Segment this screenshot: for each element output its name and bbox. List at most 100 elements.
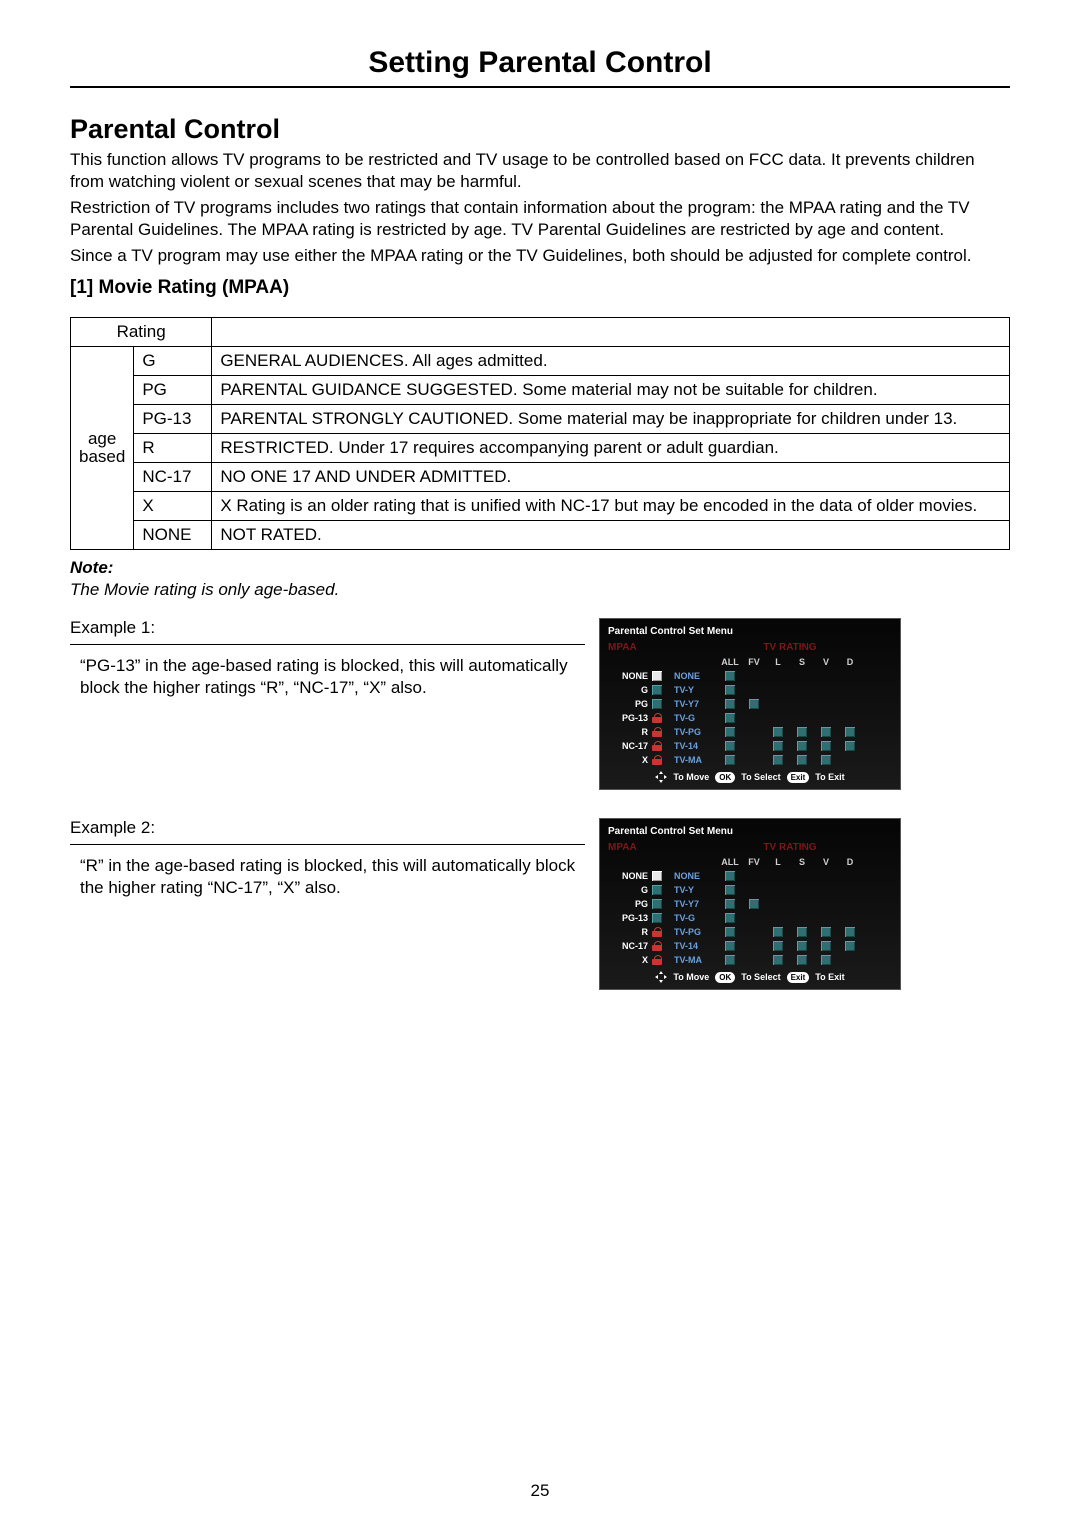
- tv-checkbox: [797, 685, 807, 695]
- tv-row-label: TV-Y7: [672, 699, 718, 709]
- tv-checkbox[interactable]: [797, 741, 807, 751]
- tv-checkbox[interactable]: [749, 899, 759, 909]
- table-row: Rating: [71, 318, 1010, 347]
- tv-checkbox[interactable]: [797, 755, 807, 765]
- tv-col-label: V: [814, 657, 838, 667]
- mpaa-checkbox[interactable]: [652, 913, 662, 923]
- lock-icon: [652, 713, 662, 723]
- tv-checkbox[interactable]: [725, 671, 735, 681]
- footer-text: To Move: [673, 972, 709, 982]
- rating-code: X: [134, 492, 212, 521]
- rating-desc: NO ONE 17 AND UNDER ADMITTED.: [212, 463, 1010, 492]
- mpaa-checkbox[interactable]: [652, 699, 662, 709]
- footer-text: To Select: [741, 772, 780, 782]
- example-divider: [70, 844, 585, 845]
- tv-checkbox[interactable]: [797, 955, 807, 965]
- tv-checkbox: [845, 899, 855, 909]
- tv-row-label: NONE: [672, 871, 718, 881]
- mpaa-checkbox[interactable]: [652, 685, 662, 695]
- tv-checkbox[interactable]: [725, 927, 735, 937]
- tv-col-label: ALL: [718, 857, 742, 867]
- nav-arrows-icon: [655, 771, 667, 783]
- mpaa-checkbox[interactable]: [652, 671, 662, 681]
- tv-checkbox[interactable]: [821, 955, 831, 965]
- tv-rating-header: TV RATING: [718, 842, 862, 853]
- tv-checkbox[interactable]: [797, 927, 807, 937]
- tv-checkbox[interactable]: [725, 913, 735, 923]
- tv-rating-header: TV RATING: [718, 642, 862, 653]
- tv-checkbox[interactable]: [821, 755, 831, 765]
- lock-icon: [652, 755, 662, 765]
- rating-code: NONE: [134, 521, 212, 550]
- osd-title: Parental Control Set Menu: [608, 626, 892, 637]
- tv-checkbox[interactable]: [725, 871, 735, 881]
- tv-checkbox[interactable]: [821, 927, 831, 937]
- blank-header: [212, 318, 1010, 347]
- page-number: 25: [0, 1481, 1080, 1501]
- rating-desc: PARENTAL GUIDANCE SUGGESTED. Some materi…: [212, 376, 1010, 405]
- tv-checkbox[interactable]: [797, 941, 807, 951]
- rating-code: G: [134, 347, 212, 376]
- tv-checkbox: [797, 713, 807, 723]
- tv-checkbox[interactable]: [773, 927, 783, 937]
- example-1: Example 1: “PG-13” in the age-based rati…: [70, 618, 1010, 790]
- rating-code: NC-17: [134, 463, 212, 492]
- lock-icon: [652, 741, 662, 751]
- tv-checkbox[interactable]: [821, 727, 831, 737]
- tv-checkbox[interactable]: [773, 755, 783, 765]
- tv-checkbox: [749, 685, 759, 695]
- tv-checkbox[interactable]: [821, 941, 831, 951]
- tv-checkbox[interactable]: [845, 941, 855, 951]
- tv-checkbox[interactable]: [845, 927, 855, 937]
- intro-paragraph: Restriction of TV programs includes two …: [70, 197, 1010, 241]
- tv-checkbox: [749, 741, 759, 751]
- tv-checkbox[interactable]: [725, 755, 735, 765]
- tv-checkbox[interactable]: [725, 885, 735, 895]
- table-row: NONENOT RATED.: [71, 521, 1010, 550]
- mpaa-row-label: R: [608, 927, 650, 937]
- tv-checkbox[interactable]: [821, 741, 831, 751]
- tv-row-label: TV-G: [672, 713, 718, 723]
- mpaa-checkbox[interactable]: [652, 885, 662, 895]
- mpaa-checkbox[interactable]: [652, 899, 662, 909]
- tv-checkbox[interactable]: [797, 727, 807, 737]
- tv-checkbox: [773, 913, 783, 923]
- tv-checkbox[interactable]: [725, 899, 735, 909]
- tv-checkbox: [797, 913, 807, 923]
- mpaa-row-label: PG: [608, 699, 650, 709]
- nav-arrows-icon: [655, 971, 667, 983]
- tv-checkbox[interactable]: [773, 941, 783, 951]
- tv-checkbox[interactable]: [749, 699, 759, 709]
- tv-checkbox: [773, 713, 783, 723]
- tv-checkbox[interactable]: [725, 685, 735, 695]
- tv-checkbox[interactable]: [725, 713, 735, 723]
- tv-checkbox[interactable]: [725, 699, 735, 709]
- tv-checkbox[interactable]: [773, 955, 783, 965]
- exit-pill-icon: Exit: [787, 972, 810, 983]
- tv-checkbox[interactable]: [725, 955, 735, 965]
- tv-col-label: FV: [742, 657, 766, 667]
- intro-paragraph: Since a TV program may use either the MP…: [70, 245, 1010, 267]
- mpaa-row-label: R: [608, 727, 650, 737]
- example-body: “R” in the age-based rating is blocked, …: [70, 855, 585, 898]
- mpaa-row-label: PG: [608, 899, 650, 909]
- mpaa-checkbox[interactable]: [652, 871, 662, 881]
- table-row: NC-17NO ONE 17 AND UNDER ADMITTED.: [71, 463, 1010, 492]
- tv-checkbox[interactable]: [725, 741, 735, 751]
- tv-checkbox[interactable]: [773, 741, 783, 751]
- mpaa-row-label: PG-13: [608, 713, 650, 723]
- tv-checkbox: [797, 885, 807, 895]
- note-label: Note:: [70, 558, 1010, 578]
- tv-checkbox: [821, 885, 831, 895]
- title-divider: [70, 86, 1010, 88]
- mpaa-row-label: PG-13: [608, 913, 650, 923]
- tv-checkbox: [749, 913, 759, 923]
- tv-checkbox[interactable]: [773, 727, 783, 737]
- tv-checkbox[interactable]: [725, 941, 735, 951]
- mpaa-row-label: NC-17: [608, 941, 650, 951]
- tv-col-label: ALL: [718, 657, 742, 667]
- tv-checkbox[interactable]: [845, 741, 855, 751]
- tv-checkbox[interactable]: [845, 727, 855, 737]
- tv-checkbox: [773, 885, 783, 895]
- tv-checkbox[interactable]: [725, 727, 735, 737]
